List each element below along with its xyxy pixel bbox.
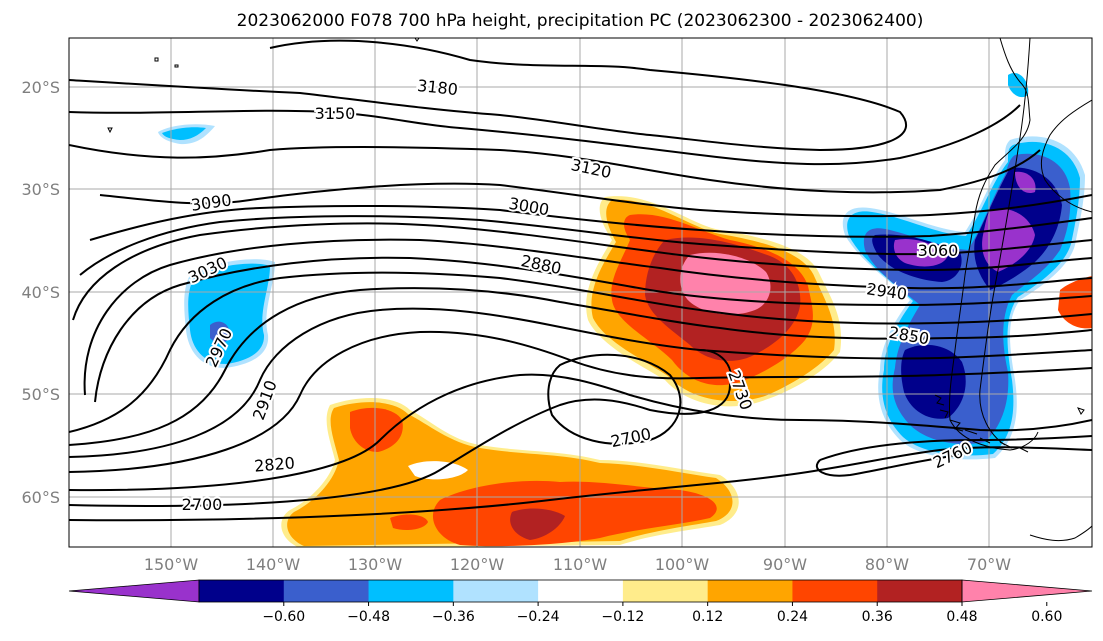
height-contours (69, 39, 1092, 522)
small-island-4 (414, 38, 420, 42)
map-title: 2023062000 F078 700 hPa height, precipit… (237, 11, 924, 31)
colorbar-tick-label: 0.36 (862, 609, 893, 625)
colorbar-tick-label: −0.24 (517, 609, 560, 625)
contour-2850 (69, 307, 1092, 458)
lon-label-150w: 150°W (144, 555, 199, 574)
colorbar-block (453, 580, 539, 602)
small-island-2 (174, 64, 179, 68)
colorbar-block (368, 580, 454, 602)
lon-label-130w: 130°W (348, 555, 403, 574)
lat-label-20s: 20°S (21, 78, 60, 97)
contour-2730 (69, 349, 732, 507)
south-america-west-coast (948, 38, 1039, 451)
contour-2880 (69, 287, 1092, 446)
contour-3120 (69, 144, 1041, 194)
contour-3150 (69, 104, 1021, 166)
contour-3090 (99, 182, 1092, 218)
contour-3180 (69, 39, 907, 152)
lon-label-90w: 90°W (763, 555, 807, 574)
lat-label-40s: 40°S (21, 283, 60, 302)
precip-anomaly-east-060c (1015, 171, 1036, 194)
lon-label-70w: 70°W (967, 555, 1011, 574)
colorbar: −0.60 −0.48 −0.36 −0.24 −0.12 0.12 0.24 0.36 0.4… (68, 579, 1093, 625)
colorbar-tick-label: 0.24 (777, 609, 808, 625)
colorbar-block (538, 580, 624, 602)
lon-label-140w: 140°W (246, 555, 301, 574)
colorbar-tick-label: 0.48 (946, 609, 977, 625)
precip-anomaly-central-max (680, 252, 771, 315)
falklands (1077, 407, 1085, 415)
precip-anomaly-east-060b (893, 238, 948, 267)
south-america-east-coast (1040, 99, 1092, 213)
precipitation-shading (158, 72, 1092, 547)
small-island-1 (154, 57, 159, 62)
precip-anomaly-west-024 (188, 263, 270, 364)
contour-2700-south (69, 446, 1092, 522)
colorbar-block (622, 580, 709, 602)
colorbar-extend-low (68, 579, 200, 603)
colorbar-tick-labels: −0.60 −0.48 −0.36 −0.24 −0.12 0.12 0.24 0.36 0.4… (262, 602, 1062, 625)
colorbar-extend-high (961, 579, 1093, 603)
contour-2760-loop (815, 435, 1092, 477)
contour-3060 (89, 204, 1092, 241)
small-island-3 (107, 127, 113, 134)
colorbar-tick-label: −0.60 (262, 609, 305, 625)
latitude-labels: 20°S 30°S 40°S 50°S 60°S (21, 78, 60, 507)
colorbar-block (877, 580, 963, 602)
colorbar-frame (198, 579, 963, 603)
lon-label-80w: 80°W (865, 555, 909, 574)
map-panel: 3180 3150 3120 3090 3060 3030 3000 2970 … (68, 37, 1093, 548)
contour-label-2820: 2820 (253, 453, 295, 475)
colorbar-tick-label: −0.48 (347, 609, 390, 625)
colorbar-tick-label: −0.12 (601, 609, 644, 625)
lat-label-60s: 60°S (21, 488, 60, 507)
colorbar-block (707, 580, 793, 602)
precip-anomaly-nw-024 (162, 127, 206, 140)
colorbar-tick-label: 0.12 (692, 609, 723, 625)
colorbar-tick-label: 0.60 (1031, 609, 1062, 625)
andes-border (979, 38, 1031, 446)
map-frame (68, 37, 1093, 548)
precip-anomaly-ne-patch (1008, 72, 1029, 98)
precip-anomaly-south-048a (350, 407, 403, 452)
colorbar-tick-label: −0.36 (432, 609, 475, 625)
precip-anomaly-south-048c (390, 514, 428, 530)
contour-2970 (83, 238, 1092, 396)
colorbar-blocks (68, 579, 1093, 603)
contour-3030 (79, 215, 1092, 276)
south-america-south-tip (1029, 525, 1092, 542)
contour-2910 (69, 271, 1092, 433)
contour-2700-closed (547, 353, 682, 445)
lat-label-50s: 50°S (21, 385, 60, 404)
lon-label-120w: 120°W (450, 555, 505, 574)
longitude-labels: 150°W 140°W 130°W 120°W 110°W 100°W 90°W… (144, 555, 1011, 574)
lon-label-110w: 110°W (553, 555, 608, 574)
colorbar-block (283, 580, 370, 602)
contour-label-2700-south: 2700 (182, 495, 223, 514)
colorbar-block (199, 580, 285, 602)
lon-label-100w: 100°W (655, 555, 710, 574)
precip-anomaly-south-060 (510, 508, 565, 540)
contour-3000 (72, 222, 1092, 321)
contour-2760 (69, 373, 1092, 492)
precip-anomaly-east-060a (982, 208, 1035, 272)
contour-label-3150: 3150 (315, 104, 356, 123)
contour-label-3060: 3060 (918, 241, 959, 260)
contour-2940 (94, 256, 1092, 403)
lat-label-30s: 30°S (21, 180, 60, 199)
colorbar-block (792, 580, 878, 602)
contour-label-2940: 2940 (865, 279, 908, 303)
precip-anomaly-west-036 (210, 321, 230, 343)
